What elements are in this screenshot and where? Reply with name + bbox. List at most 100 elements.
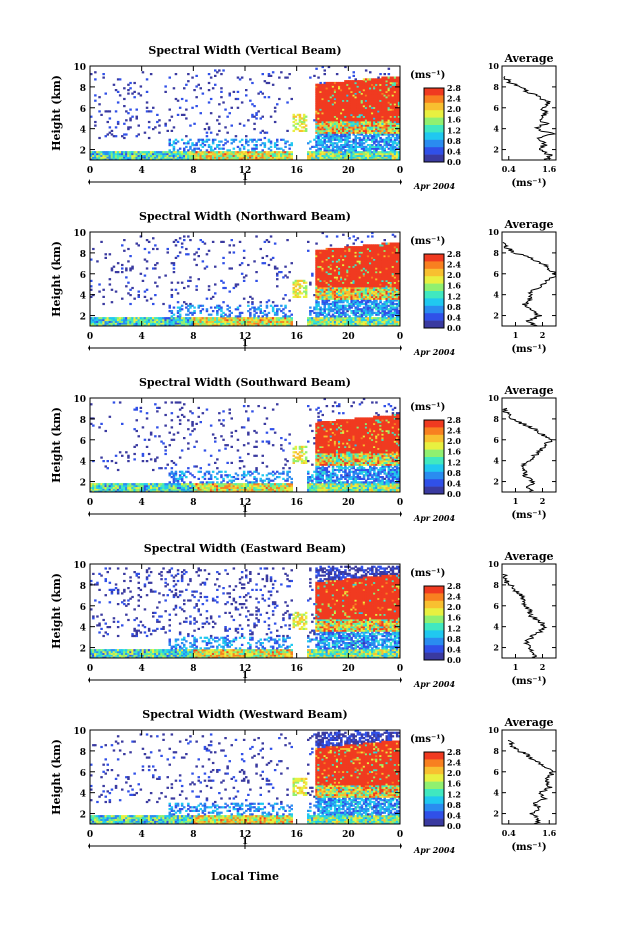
heatmap-cell bbox=[104, 317, 107, 320]
heatmap-cell bbox=[315, 269, 318, 272]
heatmap-cell bbox=[346, 263, 349, 267]
heatmap-cell bbox=[329, 278, 333, 281]
heatmap-cell bbox=[265, 317, 269, 320]
heatmap-cell bbox=[362, 276, 366, 279]
heatmap-cell bbox=[278, 320, 281, 323]
heatmap-cell bbox=[344, 276, 347, 279]
heatmap-cell bbox=[160, 151, 163, 154]
heatmap-cell bbox=[327, 140, 331, 143]
heatmap-cell bbox=[395, 126, 399, 129]
heatmap-cell bbox=[375, 122, 378, 125]
heatmap-cell bbox=[385, 106, 388, 109]
heatmap-cell bbox=[354, 258, 357, 261]
heatmap-cell bbox=[319, 87, 322, 90]
heatmap-cell bbox=[348, 260, 351, 263]
heatmap-cell bbox=[205, 317, 209, 320]
heatmap-cell bbox=[375, 90, 378, 93]
heatmap-cell bbox=[319, 128, 322, 131]
heatmap-cell bbox=[104, 152, 107, 156]
heatmap-cell bbox=[331, 97, 335, 101]
heatmap-cell bbox=[286, 152, 289, 156]
heatmap-cell bbox=[360, 89, 364, 92]
heatmap-cell bbox=[319, 276, 322, 279]
heatmap-cell bbox=[348, 105, 351, 108]
heatmap-cell bbox=[230, 239, 233, 242]
heatmap-cell bbox=[321, 301, 324, 304]
heatmap-cell bbox=[348, 308, 351, 311]
heatmap-cell bbox=[344, 103, 347, 106]
heatmap-cell bbox=[329, 140, 333, 143]
heatmap-cell bbox=[358, 140, 362, 143]
heatmap-cell bbox=[360, 269, 364, 272]
heatmap-cell bbox=[317, 294, 320, 297]
heatmap-cell bbox=[397, 78, 400, 81]
heatmap-cell bbox=[187, 304, 190, 307]
heatmap-cell bbox=[377, 94, 380, 97]
heatmap-cell bbox=[162, 156, 165, 159]
heatmap-cell bbox=[143, 152, 147, 156]
heatmap-cell bbox=[232, 322, 236, 325]
heatmap-cell bbox=[327, 267, 331, 270]
heatmap-cell bbox=[362, 83, 366, 86]
heatmap-cell bbox=[168, 310, 171, 313]
heatmap-cell bbox=[307, 324, 310, 326]
heatmap-cell bbox=[143, 156, 147, 159]
heatmap-cell bbox=[189, 152, 192, 156]
heatmap-cell bbox=[304, 124, 308, 127]
heatmap-cell bbox=[218, 140, 221, 143]
heatmap-cell bbox=[362, 108, 366, 111]
heatmap-cell bbox=[302, 115, 306, 118]
heatmap-cell bbox=[375, 256, 378, 259]
heatmap-cell bbox=[187, 151, 190, 154]
heatmap-cell bbox=[344, 97, 347, 101]
heatmap-cell bbox=[209, 112, 213, 115]
heatmap-cell bbox=[338, 247, 341, 251]
heatmap-cell bbox=[317, 115, 320, 118]
heatmap-cell bbox=[364, 94, 368, 97]
heatmap-cell bbox=[224, 138, 227, 141]
heatmap-cell bbox=[325, 108, 329, 111]
heatmap-cell bbox=[323, 256, 326, 259]
heatmap-cell bbox=[327, 272, 331, 275]
heatmap-cell bbox=[234, 320, 238, 323]
heatmap-cell bbox=[340, 90, 343, 93]
heatmap-cell bbox=[116, 101, 120, 104]
heatmap-cell bbox=[321, 108, 324, 111]
heatmap-cell bbox=[327, 302, 331, 306]
heatmap-cell bbox=[387, 124, 391, 127]
heatmap-cell bbox=[185, 317, 188, 320]
heatmap-cell bbox=[342, 285, 345, 288]
heatmap-cell bbox=[242, 256, 246, 259]
heatmap-cell bbox=[329, 103, 333, 106]
heatmap-cell bbox=[366, 286, 370, 290]
heatmap-cell bbox=[350, 306, 353, 309]
heatmap-cell bbox=[114, 110, 118, 113]
heatmap-cell bbox=[364, 145, 368, 148]
heatmap-cell bbox=[329, 110, 333, 113]
heatmap-cell bbox=[327, 290, 331, 293]
heatmap-cell bbox=[352, 99, 355, 102]
heatmap-cell bbox=[116, 320, 120, 323]
heatmap-cell bbox=[253, 324, 256, 326]
heatmap-cell bbox=[255, 151, 258, 154]
heatmap-cell bbox=[253, 156, 256, 159]
heatmap-cell bbox=[338, 276, 341, 279]
heatmap-cell bbox=[123, 320, 126, 323]
heatmap-cell bbox=[288, 317, 291, 320]
heatmap-cell bbox=[340, 110, 343, 113]
heatmap-cell bbox=[346, 83, 349, 86]
heatmap-cell bbox=[375, 158, 378, 160]
heatmap-cell bbox=[348, 90, 351, 93]
heatmap-cell bbox=[319, 288, 322, 291]
heatmap-cell bbox=[369, 320, 372, 323]
heatmap-cell bbox=[342, 105, 345, 108]
heatmap-cell bbox=[236, 145, 240, 148]
heatmap-cell bbox=[362, 256, 366, 259]
heatmap-cell bbox=[139, 317, 143, 320]
heatmap-cell bbox=[356, 89, 360, 92]
heatmap-cell bbox=[327, 306, 331, 309]
heatmap-cell bbox=[261, 311, 264, 314]
heatmap-cell bbox=[331, 135, 335, 138]
heatmap-cell bbox=[302, 286, 306, 290]
heatmap-cell bbox=[315, 262, 318, 265]
